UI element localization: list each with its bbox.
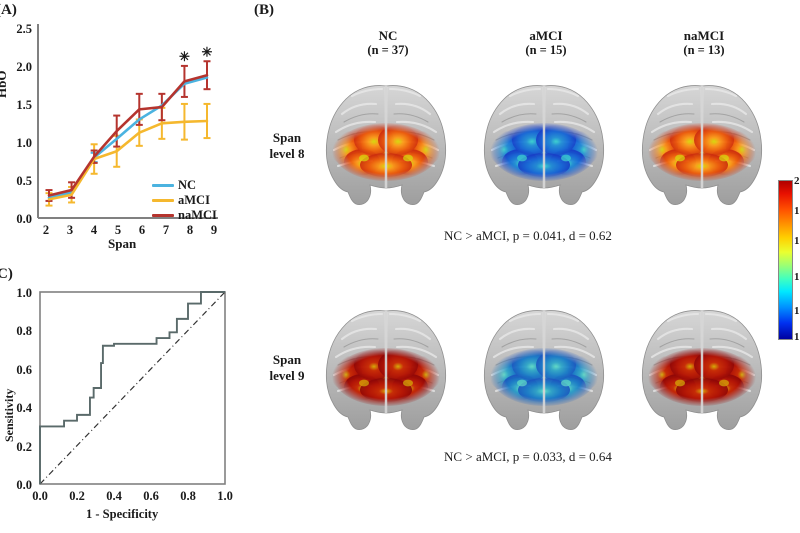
column-header-amci: aMCI (n = 15) <box>476 28 616 58</box>
panel-a-plot-area: ✳ ✳ <box>37 24 218 219</box>
colorbar-tick-1: 1 <box>794 205 800 217</box>
colorbar-tick-2: 1 <box>794 235 800 247</box>
legend-item-namci: naMCI <box>152 208 217 223</box>
brain-render-amci-span9 <box>484 310 604 431</box>
colorbar-tick-5: 1 <box>794 331 800 343</box>
column-header-namci: naMCI (n = 13) <box>634 28 774 58</box>
row-label-span-level-9-line2: level 9 <box>269 368 305 383</box>
panel-b-brain-maps: (B) NC (n = 37) aMCI (n = 15) naMCI (n =… <box>248 0 800 533</box>
panel-a-x-axis-title: Span <box>108 236 137 251</box>
panel-a-y-tick-2: 1.0 <box>16 136 32 150</box>
panel-b-label: (B) <box>254 2 274 18</box>
panel-c-x-tick-4: 0.8 <box>180 489 196 503</box>
legend-label-namci: naMCI <box>178 208 217 223</box>
column-header-amci-n: (n = 15) <box>525 43 567 57</box>
brain-render-namci-span9 <box>642 310 762 431</box>
legend-label-nc: NC <box>178 178 197 193</box>
brain-render-amci-span8 <box>484 85 604 206</box>
panel-c-x-tick-2: 0.4 <box>106 489 122 503</box>
column-header-amci-group: aMCI <box>529 28 563 43</box>
panel-a-y-tick-4: 2.0 <box>16 60 32 74</box>
legend-item-amci: aMCI <box>152 193 217 208</box>
stat-annotation-span8: NC > aMCI, p = 0.041, d = 0.62 <box>444 228 612 243</box>
brain-render-nc-span9 <box>326 310 446 431</box>
panel-c-x-tick-1: 0.2 <box>69 489 85 503</box>
panel-a-y-tick-5: 2.5 <box>16 22 32 36</box>
colorbar-gradient <box>778 180 793 340</box>
panel-a-x-tick-4: 4 <box>90 223 98 237</box>
panel-c-x-axis-title: 1 - Specificity <box>86 507 159 521</box>
panel-c-x-tick-0: 0.0 <box>32 489 48 503</box>
panel-c-y-tick-0: 0.0 <box>16 478 32 492</box>
panel-c-y-tick-4: 0.8 <box>16 324 32 338</box>
svg-text:✳: ✳ <box>202 45 213 60</box>
panel-c-y-tick-5: 1.0 <box>16 286 32 300</box>
panel-a-line-chart: (A) HbO 0.0 0.5 1.0 1.5 2.0 2.5 2 3 4 5 … <box>0 0 248 258</box>
brain-render-namci-span8 <box>642 85 762 206</box>
row-label-span-level-8: Span level 8 <box>248 130 326 162</box>
colorbar-tick-3: 1 <box>794 271 800 283</box>
colorbar-tick-4: 1 <box>794 305 800 317</box>
row-label-span-level-9: Span level 9 <box>248 352 326 384</box>
column-header-nc: NC (n = 37) <box>318 28 458 58</box>
panel-a-x-tick-7: 7 <box>162 223 170 237</box>
panel-c-x-tick-3: 0.6 <box>143 489 159 503</box>
panel-a-x-tick-3: 3 <box>66 223 74 237</box>
legend-item-nc: NC <box>152 178 217 193</box>
panel-a-x-tick-6: 6 <box>138 223 146 237</box>
panel-c-label: (C) <box>0 266 13 282</box>
row-label-span-level-8-line2: level 8 <box>269 146 305 161</box>
brain-render-nc-span8 <box>326 85 446 206</box>
column-header-nc-group: NC <box>378 28 398 43</box>
legend-swatch-namci <box>152 213 174 218</box>
column-header-nc-n: (n = 37) <box>367 43 409 57</box>
svg-text:✳: ✳ <box>179 49 190 64</box>
panel-c-y-tick-1: 0.2 <box>16 440 32 454</box>
legend-label-amci: aMCI <box>178 193 210 208</box>
panel-a-y-tick-0: 0.0 <box>16 212 32 226</box>
column-header-namci-n: (n = 13) <box>683 43 725 57</box>
panel-c-y-tick-3: 0.6 <box>16 363 32 377</box>
panel-a-y-tick-3: 1.5 <box>16 98 32 112</box>
panel-c-plot-area <box>39 291 226 485</box>
panel-c-y-tick-2: 0.4 <box>16 401 32 415</box>
panel-c-roc-chart: (C) Sensitivity 0.0 0.2 0.4 0.6 0.8 1.0 … <box>0 262 248 533</box>
row-label-span-level-8-line1: Span <box>272 130 302 145</box>
panel-a-x-tick-8: 8 <box>186 223 194 237</box>
panel-a-x-tick-9: 9 <box>210 223 218 237</box>
panel-c-x-tick-5: 1.0 <box>217 489 233 503</box>
legend-swatch-nc <box>152 183 174 188</box>
stat-annotation-span9: NC > aMCI, p = 0.033, d = 0.64 <box>444 449 612 464</box>
column-header-namci-group: naMCI <box>683 28 725 43</box>
panel-a-label: (A) <box>0 2 17 18</box>
legend-swatch-amci <box>152 198 174 203</box>
row-label-span-level-9-line1: Span <box>272 352 302 367</box>
colorbar-tick-0: 2 <box>794 175 800 187</box>
panel-a-x-tick-2: 2 <box>42 223 50 237</box>
panel-a-x-tick-5: 5 <box>114 223 122 237</box>
panel-a-y-tick-1: 0.5 <box>16 174 32 188</box>
panel-a-legend: NC aMCI naMCI <box>152 178 217 223</box>
